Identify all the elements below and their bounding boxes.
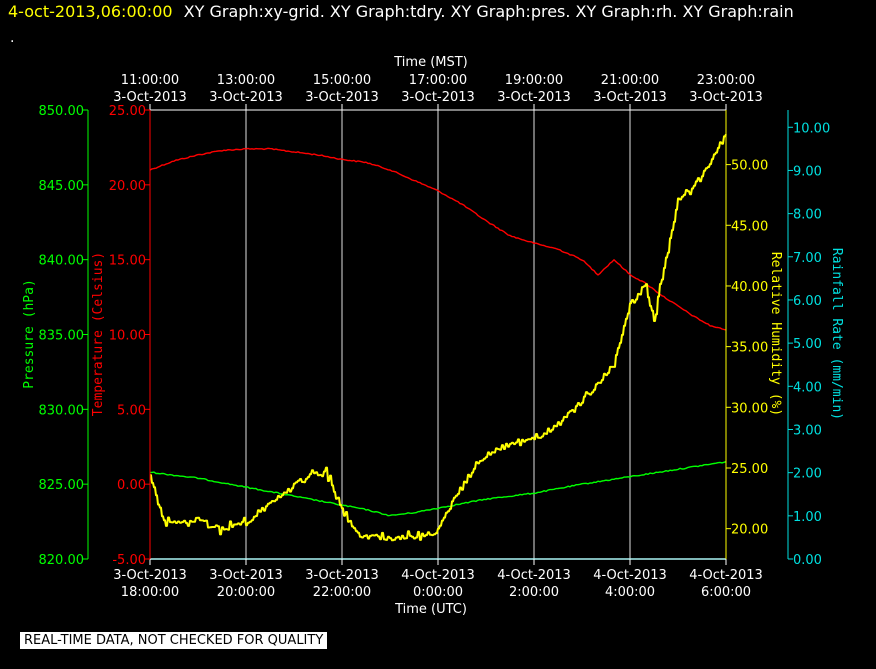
x-top-tick-date-5: 3-Oct-2013 — [593, 90, 667, 105]
rain-tick-label-6: 6.00 — [793, 294, 822, 309]
humidity-tick-label-2: 30.00 — [731, 401, 768, 416]
pressure-tick-label-0: 820.00 — [39, 553, 85, 568]
x-bottom-tick-date-2: 3-Oct-2013 — [305, 568, 379, 583]
x-top-tick-time-0: 11:00:00 — [121, 73, 179, 88]
grid-layer — [245, 110, 631, 559]
quality-warning-note: REAL-TIME DATA, NOT CHECKED FOR QUALITY — [20, 632, 328, 649]
temperature-series-line — [149, 147, 727, 331]
humidity-tick-label-0: 20.00 — [731, 523, 768, 538]
x-top-tick-time-3: 17:00:00 — [409, 73, 467, 88]
rain-tick-label-1: 1.00 — [793, 510, 822, 525]
x-bottom-title: Time (UTC) — [394, 602, 467, 617]
humidity-series-line — [150, 133, 727, 542]
x-top-title: Time (MST) — [393, 55, 468, 70]
rain-tick-label-9: 9.00 — [793, 164, 822, 179]
humidity-tick-label-4: 40.00 — [731, 280, 768, 295]
x-top-tick-date-1: 3-Oct-2013 — [209, 90, 283, 105]
x-bottom-tick-date-6: 4-Oct-2013 — [689, 568, 763, 583]
x-bottom-tick-time-1: 20:00:00 — [217, 585, 275, 600]
label-layer: Time (MST) Time (UTC) Pressure (hPa) Tem… — [22, 55, 844, 617]
x-bottom-tick-time-6: 6:00:00 — [701, 585, 751, 600]
pressure-axis-title: Pressure (hPa) — [22, 279, 37, 389]
x-top-tick-date-2: 3-Oct-2013 — [305, 90, 379, 105]
x-bottom-tick-time-4: 2:00:00 — [509, 585, 559, 600]
temperature-tick-label-5: 20.00 — [109, 179, 146, 194]
rain-tick-label-7: 7.00 — [793, 251, 822, 266]
header-dot: . — [10, 30, 15, 46]
pressure-tick-label-4: 840.00 — [39, 254, 85, 269]
x-top-tick-date-6: 3-Oct-2013 — [689, 90, 763, 105]
x-bottom-tick-date-4: 4-Oct-2013 — [497, 568, 571, 583]
humidity-tick-label-6: 50.00 — [731, 159, 768, 174]
pressure-tick-label-1: 825.00 — [39, 478, 85, 493]
humidity-tick-label-3: 35.00 — [731, 341, 768, 356]
x-top-tick-date-0: 3-Oct-2013 — [113, 90, 187, 105]
pressure-tick-label-3: 835.00 — [39, 329, 85, 344]
x-bottom-tick-time-0: 18:00:00 — [121, 585, 179, 600]
rain-tick-label-8: 8.00 — [793, 208, 822, 223]
temperature-tick-label-6: 25.00 — [109, 104, 146, 119]
x-top-tick-time-6: 23:00:00 — [697, 73, 755, 88]
pressure-series-line — [149, 461, 727, 517]
x-bottom-tick-time-5: 4:00:00 — [605, 585, 655, 600]
header-bar: 4-oct-2013,06:00:00 XY Graph:xy-grid. XY… — [8, 2, 794, 21]
temperature-tick-label-0: -5.00 — [112, 553, 146, 568]
temperature-axis-title: Temperature (Celsius) — [91, 252, 106, 416]
temperature-tick-label-1: 0.00 — [117, 478, 146, 493]
humidity-tick-label-1: 25.00 — [731, 462, 768, 477]
rain-axis-title: Rainfall Rate (mm/min) — [829, 248, 844, 420]
x-bottom-tick-date-5: 4-Oct-2013 — [593, 568, 667, 583]
x-top-tick-date-4: 3-Oct-2013 — [497, 90, 571, 105]
temperature-tick-label-2: 5.00 — [117, 403, 146, 418]
x-bottom-tick-date-1: 3-Oct-2013 — [209, 568, 283, 583]
x-bottom-tick-date-0: 3-Oct-2013 — [113, 568, 187, 583]
pressure-tick-label-6: 850.00 — [39, 104, 85, 119]
x-top-tick-time-2: 15:00:00 — [313, 73, 371, 88]
rain-tick-label-5: 5.00 — [793, 337, 822, 352]
x-top-tick-date-3: 3-Oct-2013 — [401, 90, 475, 105]
x-top-tick-time-5: 21:00:00 — [601, 73, 659, 88]
x-bottom-tick-time-3: 0:00:00 — [413, 585, 463, 600]
header-timestamp: 4-oct-2013,06:00:00 — [8, 2, 173, 21]
humidity-axis-title: Relative Humidity (%) — [768, 252, 783, 416]
x-top-tick-time-1: 13:00:00 — [217, 73, 275, 88]
temperature-tick-label-4: 15.00 — [109, 254, 146, 269]
header-graph-list: XY Graph:xy-grid. XY Graph:tdry. XY Grap… — [183, 2, 794, 21]
rain-tick-label-4: 4.00 — [793, 380, 822, 395]
rain-tick-label-0: 0.00 — [793, 553, 822, 568]
rain-tick-label-2: 2.00 — [793, 467, 822, 482]
axis-layer: 3-Oct-2013 18:00:00 3-Oct-2013 20:00:00 3-Oc… — [39, 73, 831, 600]
temperature-tick-label-3: 10.00 — [109, 329, 146, 344]
rain-tick-label-3: 3.00 — [793, 423, 822, 438]
x-top-tick-time-4: 19:00:00 — [505, 73, 563, 88]
pressure-tick-label-2: 830.00 — [39, 403, 85, 418]
humidity-tick-label-5: 45.00 — [731, 219, 768, 234]
rain-tick-label-10: 10.00 — [793, 121, 830, 136]
x-bottom-tick-date-3: 4-Oct-2013 — [401, 568, 475, 583]
pressure-tick-label-5: 845.00 — [39, 179, 85, 194]
x-bottom-tick-time-2: 22:00:00 — [313, 585, 371, 600]
